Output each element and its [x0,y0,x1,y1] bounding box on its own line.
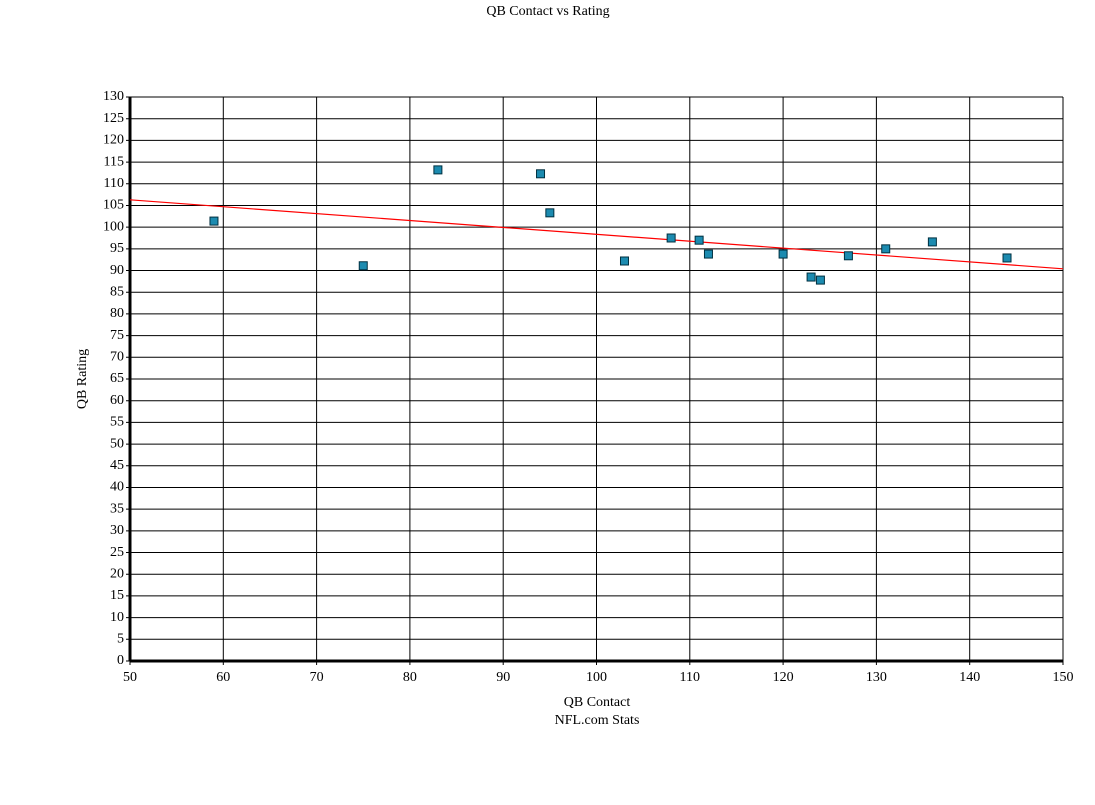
point [209,216,219,226]
y-tick-label: 10 [110,610,124,625]
y-tick-label: 55 [110,415,124,430]
y-tick-label: 90 [110,263,124,278]
point [694,235,704,245]
x-tick-label: 90 [496,670,510,685]
x-tick-label: 150 [1053,670,1074,685]
x-tick-label: 50 [123,670,137,685]
x-tick-label: 140 [959,670,980,685]
y-tick-label: 120 [103,133,124,148]
y-tick-label: 65 [110,371,124,386]
point [1002,253,1012,263]
y-tick-label: 100 [103,219,124,234]
y-tick-label: 80 [110,306,124,321]
y-tick-label: 20 [110,566,124,581]
x-tick-label: 110 [680,670,700,685]
x-tick-label: 80 [403,670,417,685]
point [881,244,891,254]
point [778,249,788,259]
y-tick-label: 105 [103,198,124,213]
y-tick-label: 5 [117,632,124,647]
point [927,237,937,247]
y-tick-label: 25 [110,545,124,560]
point [536,169,546,179]
y-tick-label: 35 [110,501,124,516]
point [703,249,713,259]
point [815,275,825,285]
y-tick-label: 125 [103,111,124,126]
chart-title: QB Contact vs Rating [486,4,609,19]
y-tick-label: 30 [110,523,124,538]
y-tick-label: 60 [110,393,124,408]
y-tick-label: 50 [110,436,124,451]
x-tick-label: 100 [586,670,607,685]
y-tick-label: 15 [110,588,124,603]
y-tick-label: 95 [110,241,124,256]
y-tick-label: 130 [103,89,124,104]
y-tick-label: 70 [110,350,124,365]
x-tick-label: 70 [310,670,324,685]
x-tick-label: 120 [773,670,794,685]
point [619,256,629,266]
point [666,233,676,243]
chart-subtitle: NFL.com Stats [555,713,640,728]
y-axis-label: QB Rating [75,349,90,409]
point [545,208,555,218]
point [433,165,443,175]
point [806,272,816,282]
point [358,261,368,271]
point [843,251,853,261]
y-tick-label: 85 [110,284,124,299]
y-tick-label: 75 [110,328,124,343]
y-tick-label: 0 [117,653,124,668]
trendline [129,199,1064,270]
y-tick-label: 115 [104,154,124,169]
y-tick-label: 110 [104,176,124,191]
x-axis-label: QB Contact [564,695,631,710]
y-tick-label: 45 [110,458,124,473]
y-tick-label: 40 [110,480,124,495]
x-tick-label: 60 [216,670,230,685]
x-tick-label: 130 [866,670,887,685]
